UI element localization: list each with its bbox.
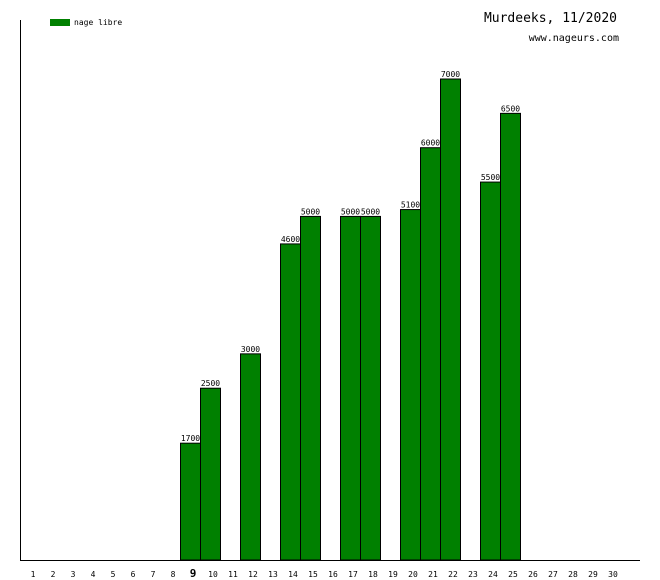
value-label-day-10: 2500 <box>201 379 220 388</box>
x-tick-label-12: 12 <box>248 570 258 579</box>
x-tick-label-30: 30 <box>608 570 618 579</box>
value-label-day-18: 5000 <box>361 207 380 216</box>
legend: nage libre <box>50 18 122 27</box>
x-tick-label-10: 10 <box>208 570 218 579</box>
value-label-day-21: 6000 <box>421 139 440 148</box>
bar-day-20 <box>400 209 421 561</box>
x-tick-label-25: 25 <box>508 570 518 579</box>
x-tick-label-1: 1 <box>31 570 36 579</box>
x-tick-label-24: 24 <box>488 570 498 579</box>
x-tick-label-28: 28 <box>568 570 578 579</box>
value-label-day-17: 5000 <box>341 207 360 216</box>
bar-day-14 <box>280 243 301 561</box>
x-tick-label-18: 18 <box>368 570 378 579</box>
legend-swatch <box>50 19 70 26</box>
bars <box>180 78 521 561</box>
x-tick-label-11: 11 <box>228 570 238 579</box>
x-tick-label-3: 3 <box>71 570 76 579</box>
value-label-day-12: 3000 <box>241 345 260 354</box>
bar-day-25 <box>500 112 521 561</box>
bar-day-22 <box>440 78 461 561</box>
bar-day-18 <box>360 215 381 561</box>
x-tick-label-23: 23 <box>468 570 478 579</box>
x-tick-label-26: 26 <box>528 570 538 579</box>
x-tick-label-19: 19 <box>388 570 398 579</box>
x-tick-label-16: 16 <box>328 570 338 579</box>
legend-label: nage libre <box>74 18 122 27</box>
x-tick-label-20: 20 <box>408 570 418 579</box>
bar-day-15 <box>300 215 321 561</box>
x-tick-labels: 1 2 3 4 5 6 7 8 9 10 11 12 13 14 15 16 17 18 19 20 21 22 23 24 2… <box>31 567 618 580</box>
x-tick-label-13: 13 <box>268 570 278 579</box>
bar-day-21 <box>420 147 441 561</box>
x-tick-label-4: 4 <box>91 570 96 579</box>
x-tick-label-6: 6 <box>131 570 136 579</box>
x-tick-label-17: 17 <box>348 570 358 579</box>
value-label-day-25: 6500 <box>501 104 520 113</box>
value-label-day-20: 5100 <box>401 201 420 210</box>
value-label-day-9: 1700 <box>181 434 200 443</box>
x-tick-label-9: 9 <box>190 567 197 580</box>
value-label-day-14: 4600 <box>281 235 300 244</box>
x-tick-label-21: 21 <box>428 570 438 579</box>
bar-day-17 <box>340 215 361 561</box>
value-label-day-15: 5000 <box>301 207 320 216</box>
value-label-day-24: 5500 <box>481 173 500 182</box>
bar-day-10 <box>200 387 221 561</box>
bar-day-24 <box>480 181 501 561</box>
x-tick-label-8: 8 <box>171 570 176 579</box>
x-tick-label-22: 22 <box>448 570 458 579</box>
x-tick-label-7: 7 <box>151 570 156 579</box>
bar-day-12 <box>240 353 261 561</box>
x-tick-label-2: 2 <box>51 570 56 579</box>
x-tick-label-27: 27 <box>548 570 558 579</box>
chart-title: Murdeeks, 11/2020 <box>484 11 617 26</box>
x-tick-label-14: 14 <box>288 570 298 579</box>
x-tick-label-29: 29 <box>588 570 598 579</box>
site-label: www.nageurs.com <box>529 33 619 44</box>
value-label-day-22: 7000 <box>441 70 460 79</box>
bar-day-9 <box>180 442 201 561</box>
x-tick-label-5: 5 <box>111 570 116 579</box>
x-tick-label-15: 15 <box>308 570 318 579</box>
